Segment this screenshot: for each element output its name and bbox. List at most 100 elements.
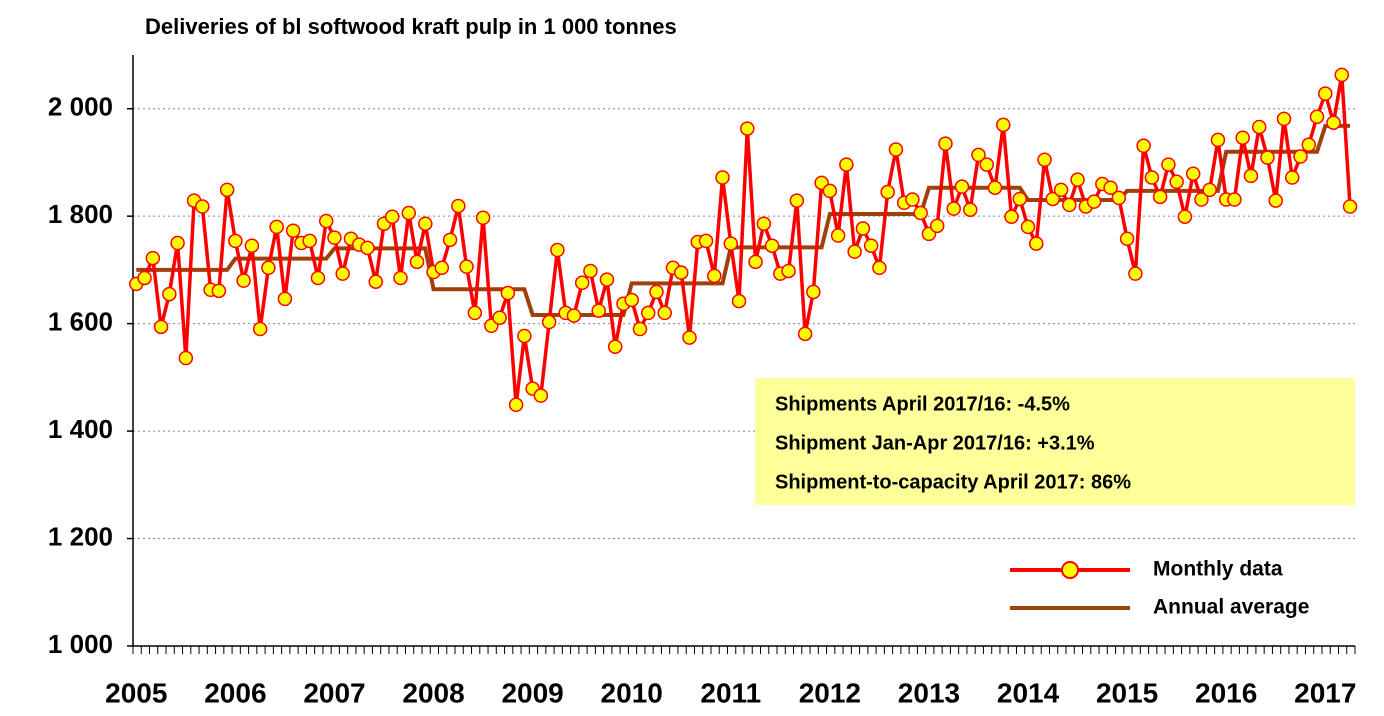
data-point [855, 221, 871, 236]
data-point [1070, 172, 1085, 187]
data-point [1128, 266, 1143, 281]
data-point [764, 238, 780, 253]
data-point [954, 179, 970, 194]
data-point [880, 184, 895, 200]
data-point [740, 121, 755, 136]
data-point [938, 136, 953, 151]
data-point [1301, 137, 1317, 152]
data-point [1103, 180, 1118, 195]
data-point [806, 284, 821, 300]
x-tick-label: 2011 [700, 677, 761, 708]
data-point [475, 210, 491, 226]
data-point [434, 260, 450, 276]
data-point [839, 157, 854, 172]
data-point [962, 202, 978, 217]
data-point [360, 240, 375, 256]
annotation-box [755, 378, 1355, 505]
data-point [781, 263, 796, 279]
y-tick-label: 1 800 [48, 199, 113, 229]
data-point [244, 238, 260, 253]
data-point [1144, 170, 1160, 185]
data-point [302, 233, 317, 249]
data-point [1185, 166, 1201, 181]
data-point [335, 266, 350, 281]
data-point [550, 242, 565, 258]
data-point [673, 265, 689, 280]
annotation: Shipment Jan-Apr 2017/16: +3.1% [775, 432, 1095, 454]
data-point [599, 272, 615, 287]
data-point [508, 397, 524, 413]
x-tick-label: 2007 [303, 677, 365, 708]
data-point [1119, 231, 1135, 246]
y-tick-label: 1 400 [48, 414, 113, 444]
y-tick-label: 1 200 [48, 521, 113, 551]
data-point [566, 308, 582, 323]
x-tick-label: 2016 [1195, 677, 1257, 708]
data-point [1309, 109, 1325, 125]
data-point [1194, 192, 1209, 207]
data-point [987, 180, 1003, 195]
data-point [1284, 170, 1300, 185]
data-point [1342, 199, 1358, 214]
data-point [285, 223, 301, 238]
data-point [442, 232, 458, 248]
x-tick-label: 2010 [601, 677, 663, 708]
data-point [401, 205, 417, 221]
data-point [467, 305, 483, 321]
data-point [500, 285, 516, 301]
data-point [492, 310, 507, 325]
data-point [409, 254, 425, 270]
data-point [863, 238, 879, 253]
x-tick-label: 2009 [501, 677, 563, 708]
data-point [178, 350, 194, 366]
data-point [541, 314, 557, 330]
annotation: Shipments April 2017/16: -4.5% [775, 393, 1070, 415]
data-point [277, 291, 293, 307]
data-point [657, 305, 672, 321]
data-point [715, 170, 730, 185]
data-point [1202, 182, 1217, 198]
data-point [1152, 189, 1168, 205]
data-point [640, 305, 656, 321]
data-point [318, 213, 334, 229]
data-point [847, 244, 862, 259]
data-point [310, 270, 326, 286]
legend-label: Annual average [1153, 596, 1309, 619]
data-point [1243, 168, 1259, 184]
data-point [1251, 119, 1267, 135]
legend-marker [1061, 561, 1079, 579]
data-point [1111, 190, 1127, 206]
data-point [707, 268, 722, 284]
data-point [583, 263, 598, 279]
data-point [797, 326, 813, 342]
data-point [1029, 236, 1044, 251]
data-point [451, 198, 466, 214]
data-point [228, 233, 243, 249]
y-tick-label: 2 000 [48, 92, 113, 122]
data-point [789, 193, 805, 208]
x-tick-label: 2015 [1096, 677, 1158, 708]
data-point [1177, 209, 1193, 224]
data-point [162, 286, 177, 302]
data-point [236, 273, 251, 288]
x-tick-label: 2008 [402, 677, 464, 708]
data-point [905, 192, 920, 207]
data-point [731, 293, 747, 309]
chart-title: Deliveries of bl softwood kraft pulp in … [145, 14, 677, 39]
data-point [946, 201, 961, 216]
data-point [1037, 152, 1052, 168]
data-point [682, 330, 697, 345]
data-point [1062, 197, 1077, 213]
data-point [269, 219, 284, 235]
data-point [1318, 86, 1333, 101]
data-point [252, 321, 268, 337]
data-point [1169, 174, 1184, 190]
data-point [459, 259, 474, 274]
x-tick-label: 2006 [204, 677, 266, 708]
data-point [327, 230, 342, 245]
data-point [979, 157, 994, 172]
data-point [723, 236, 739, 251]
data-point [888, 142, 904, 157]
data-point [830, 228, 846, 243]
